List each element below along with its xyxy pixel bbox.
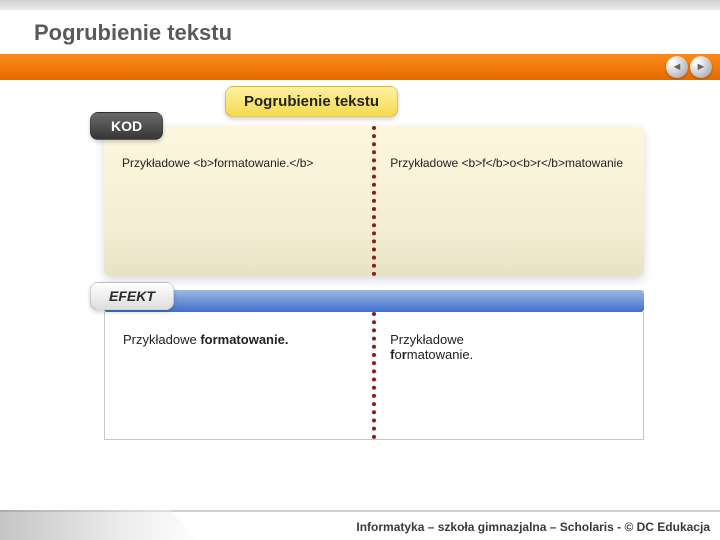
next-button[interactable]: ► bbox=[690, 56, 712, 78]
efekt-pill: EFEKT bbox=[90, 282, 174, 310]
top-grey-strip bbox=[0, 0, 720, 10]
effect-box: Przykładowe formatowanie. Przykładowe fo… bbox=[104, 312, 644, 440]
kod-pill: KOD bbox=[90, 112, 163, 140]
blue-strip bbox=[104, 290, 644, 312]
code-divider bbox=[372, 126, 376, 276]
prev-button[interactable]: ◄ bbox=[666, 56, 688, 78]
orange-bar bbox=[0, 54, 720, 80]
effect-right-p2: matowanie. bbox=[407, 347, 473, 362]
effect-right: Przykładowe formatowanie. bbox=[390, 332, 632, 362]
footer-gradient bbox=[0, 510, 200, 540]
effect-left: Przykładowe formatowanie. bbox=[123, 332, 365, 347]
effect-left-bold: formatowanie. bbox=[200, 332, 288, 347]
effect-divider bbox=[372, 312, 376, 439]
heading-pill: Pogrubienie tekstu bbox=[225, 86, 398, 117]
code-left: Przykładowe <b>formatowanie.</b> bbox=[122, 156, 365, 170]
code-right: Przykładowe <b>f</b>o<b>r</b>matowanie bbox=[390, 156, 633, 170]
page-title: Pogrubienie tekstu bbox=[34, 20, 232, 46]
effect-right-p1: o bbox=[394, 347, 401, 362]
effect-left-plain: Przykładowe bbox=[123, 332, 200, 347]
code-box: Przykładowe <b>formatowanie.</b> Przykła… bbox=[104, 126, 644, 276]
nav-buttons: ◄ ► bbox=[666, 56, 712, 78]
footer: Informatyka – szkoła gimnazjalna – Schol… bbox=[0, 510, 720, 540]
effect-right-line1: Przykładowe bbox=[390, 332, 464, 347]
footer-text: Informatyka – szkoła gimnazjalna – Schol… bbox=[356, 520, 710, 534]
